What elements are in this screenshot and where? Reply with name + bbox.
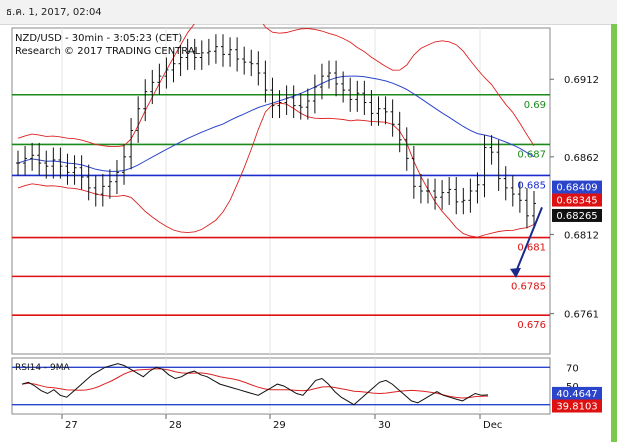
price-tag-bg bbox=[552, 180, 602, 194]
price-tag-label: 0.68345 bbox=[556, 196, 597, 207]
bollinger-lower bbox=[17, 102, 535, 238]
rsi-tag-label: 40.4647 bbox=[556, 389, 597, 400]
time-tick-label: Dec bbox=[483, 420, 502, 431]
rsi-panel bbox=[11, 357, 551, 415]
price-tag-bg bbox=[552, 208, 602, 222]
price-tick-label: 0.6761 bbox=[564, 310, 599, 321]
rsi-tag-bg bbox=[552, 399, 602, 413]
forecast-arrow bbox=[510, 207, 543, 278]
level-label: 0.6785 bbox=[511, 281, 546, 292]
forecast-arrow-shaft bbox=[515, 207, 543, 273]
price-tick-label: 0.6912 bbox=[564, 75, 599, 86]
rsi-title: RSI14 - 9MA bbox=[15, 363, 71, 373]
datetime-label: ธ.ค. 1, 2017, 02:04 bbox=[6, 7, 102, 18]
rsi-tag-label: 39.8103 bbox=[556, 402, 597, 413]
time-tick-label: 29 bbox=[273, 420, 286, 431]
top-bar: ธ.ค. 1, 2017, 02:04 bbox=[0, 0, 617, 25]
time-tick-label: 28 bbox=[169, 420, 182, 431]
window-edge bbox=[611, 24, 617, 442]
time-tick-label: 30 bbox=[378, 420, 391, 431]
forecast-arrow-head bbox=[510, 267, 521, 278]
bollinger-bands bbox=[17, 24, 535, 238]
instrument-title: NZD/USD - 30min - 3:05:23 (CET) bbox=[15, 33, 182, 44]
time-axis: 27 28 29 30 Dec bbox=[61, 414, 502, 431]
level-label: 0.676 bbox=[517, 320, 546, 331]
price-bars bbox=[16, 34, 536, 229]
time-tick-label: 27 bbox=[65, 420, 78, 431]
bollinger-upper bbox=[17, 24, 535, 148]
rsi-ma-line bbox=[21, 368, 489, 399]
rsi-tag-bg bbox=[552, 386, 602, 400]
price-tick-label: 0.6862 bbox=[564, 153, 599, 164]
moving-average-line bbox=[17, 75, 535, 172]
credit-label: Research © 2017 TRADING CENTRAL bbox=[15, 46, 201, 57]
rsi-tick-label: 70 bbox=[566, 363, 579, 374]
price-axis: 0.6912 0.6862 0.6812 0.6761 bbox=[550, 75, 599, 321]
level-label: 0.681 bbox=[517, 243, 546, 254]
rsi-line bbox=[21, 363, 489, 406]
level-label: 0.685 bbox=[517, 180, 546, 191]
price-tag-bg bbox=[552, 193, 602, 207]
level-label: 0.69 bbox=[524, 100, 546, 111]
price-tags: 0.68409 0.68345 0.68265 bbox=[552, 180, 602, 222]
price-tick-label: 0.6812 bbox=[564, 230, 599, 241]
price-tag-label: 0.68265 bbox=[556, 211, 597, 222]
price-panel bbox=[11, 27, 551, 355]
price-tag-label: 0.68409 bbox=[556, 183, 597, 194]
